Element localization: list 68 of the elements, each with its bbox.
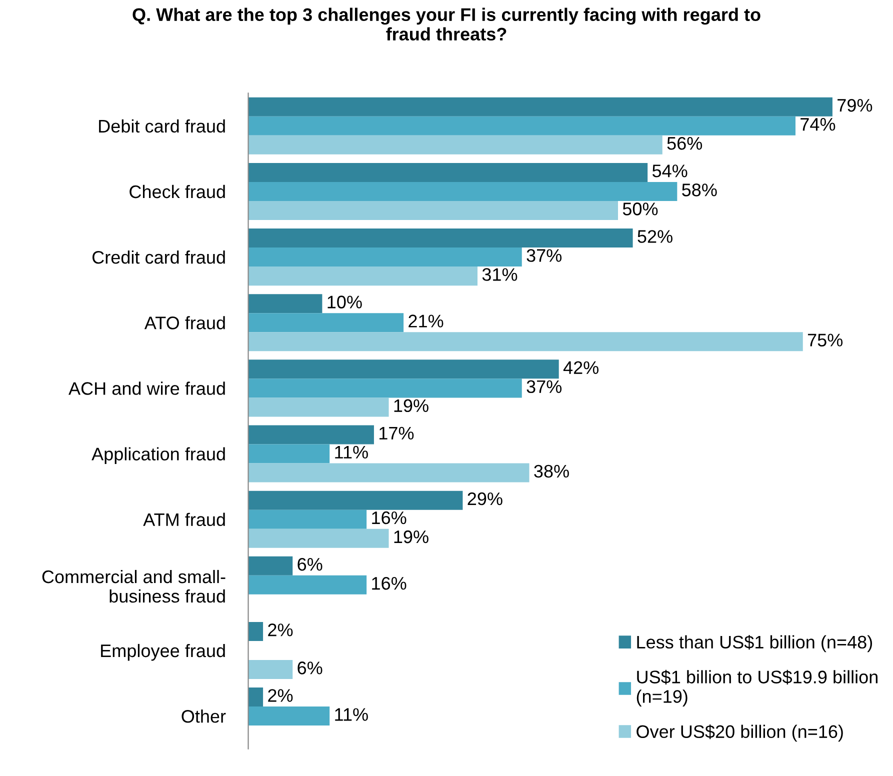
data-label: 29% xyxy=(468,492,502,506)
data-label: 19% xyxy=(394,399,428,412)
y-tick-label: Debit card fraud xyxy=(99,119,225,133)
bar xyxy=(248,116,796,136)
data-label: 38% xyxy=(534,464,569,478)
y-tick-label: ATO fraud xyxy=(144,316,225,330)
bar xyxy=(248,313,404,332)
data-label: 11% xyxy=(335,446,368,459)
data-label: 37% xyxy=(526,249,562,262)
legend-label: Less than US$1 billion (n=48) xyxy=(637,635,872,652)
bar xyxy=(248,398,389,417)
bar xyxy=(248,706,330,726)
bar xyxy=(248,556,293,576)
data-label: 74% xyxy=(800,118,836,131)
bar xyxy=(248,660,293,680)
bar xyxy=(248,294,322,314)
data-label: 10% xyxy=(328,296,362,308)
data-label: 52% xyxy=(638,230,672,243)
bar xyxy=(248,425,374,444)
bar xyxy=(248,575,367,594)
data-label: 16% xyxy=(372,576,406,590)
data-label: 2% xyxy=(268,689,293,702)
y-tick-label: ATM fraud xyxy=(143,512,225,526)
bar xyxy=(248,332,803,352)
data-label: 58% xyxy=(682,184,717,196)
y-tick-label: Other xyxy=(182,710,226,723)
bar xyxy=(248,490,463,510)
y-tick-label: ACH and wire fraud xyxy=(68,382,225,395)
data-label: 2% xyxy=(268,624,293,636)
legend-label: US$1 billion to US$19.9 billion (n=19) xyxy=(636,670,878,706)
y-tick-label: Employee fraud xyxy=(101,644,225,661)
data-label: 6% xyxy=(298,662,322,674)
data-label: 79% xyxy=(838,98,872,112)
data-label: 50% xyxy=(622,202,658,216)
bar xyxy=(248,444,330,464)
bar xyxy=(248,688,264,707)
data-label: 6% xyxy=(298,558,322,571)
data-label: 19% xyxy=(394,530,428,544)
bar xyxy=(248,200,618,220)
data-label: 16% xyxy=(372,511,406,524)
data-label: 54% xyxy=(652,164,688,178)
bar xyxy=(248,135,662,154)
data-label: 37% xyxy=(526,380,562,394)
legend-label: Over US$20 billion (n=16) xyxy=(636,724,843,742)
bar xyxy=(248,162,648,182)
y-tick-label: Commercial and small- business fraud xyxy=(42,570,226,603)
data-label: 42% xyxy=(563,361,599,374)
data-label: 75% xyxy=(808,334,843,346)
bar xyxy=(248,266,478,286)
data-label: 56% xyxy=(667,136,702,150)
data-label: 21% xyxy=(408,314,444,328)
data-label: 31% xyxy=(482,268,518,281)
bar xyxy=(248,510,367,529)
chart-title: Q. What are the top 3 challenges your FI is currently facing with regard to fraud threats? xyxy=(132,8,760,41)
data-label: 11% xyxy=(335,708,368,721)
y-tick-label: Credit card fraud xyxy=(92,250,225,264)
y-tick-label: Application fraud xyxy=(92,447,225,464)
y-tick-label: Check fraud xyxy=(130,184,225,198)
bar xyxy=(248,97,832,116)
data-label: 17% xyxy=(380,426,414,440)
bar xyxy=(248,378,522,398)
bar xyxy=(248,528,389,548)
bar xyxy=(248,463,530,482)
bar xyxy=(248,248,522,267)
bar xyxy=(248,622,264,641)
bar xyxy=(248,228,633,248)
bar xyxy=(248,182,678,201)
bar xyxy=(248,360,559,379)
